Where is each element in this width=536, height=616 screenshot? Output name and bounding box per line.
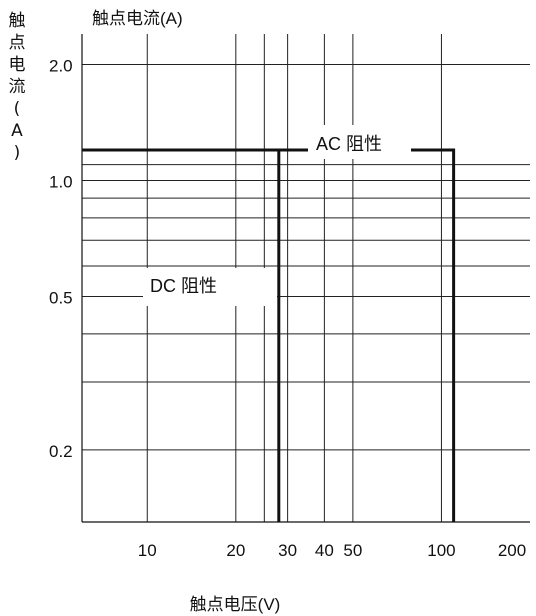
series-label-dc: DC 阻性: [150, 276, 217, 296]
x-tick-label: 50: [343, 541, 362, 560]
y-tick-bg: [48, 284, 81, 307]
y-axis-label-char: 点: [8, 33, 26, 53]
y-tick-label: 1.0: [49, 173, 73, 192]
x-tick-label: 20: [226, 541, 245, 560]
y-axis-label-char: 触: [8, 11, 26, 31]
y-axis-label-char: A: [11, 121, 23, 141]
x-tick-label: 30: [278, 541, 297, 560]
dc-label-bg: [143, 268, 277, 306]
y-tick-bg: [48, 52, 81, 75]
y-axis-label-char: 流: [8, 77, 26, 97]
x-tick-label: 40: [315, 541, 334, 560]
ac-label-bg: [308, 125, 411, 159]
y-tick-label: 0.2: [49, 442, 73, 461]
y-axis-label: 触点电流(A): [6, 10, 28, 164]
x-tick-label: 200: [498, 541, 526, 560]
series-label-ac: AC 阻性: [316, 134, 382, 154]
x-tick-label: 10: [138, 541, 157, 560]
x-tick-label: 100: [427, 541, 455, 560]
y-axis-label-char: ): [13, 143, 21, 163]
y-tick-bg: [48, 437, 81, 460]
y-tick-label: 2.0: [49, 57, 73, 76]
y-axis-label-char: 电: [8, 55, 26, 75]
y-tick-bg: [48, 168, 81, 191]
y-tick-label: 0.5: [49, 289, 73, 308]
chart-title: 触点电流(A): [92, 9, 183, 28]
series-line-1: [82, 148, 281, 522]
series-line-0: [82, 148, 456, 522]
y-axis-label-char: (: [13, 99, 21, 119]
x-axis-label: 触点电压(V): [190, 595, 281, 614]
